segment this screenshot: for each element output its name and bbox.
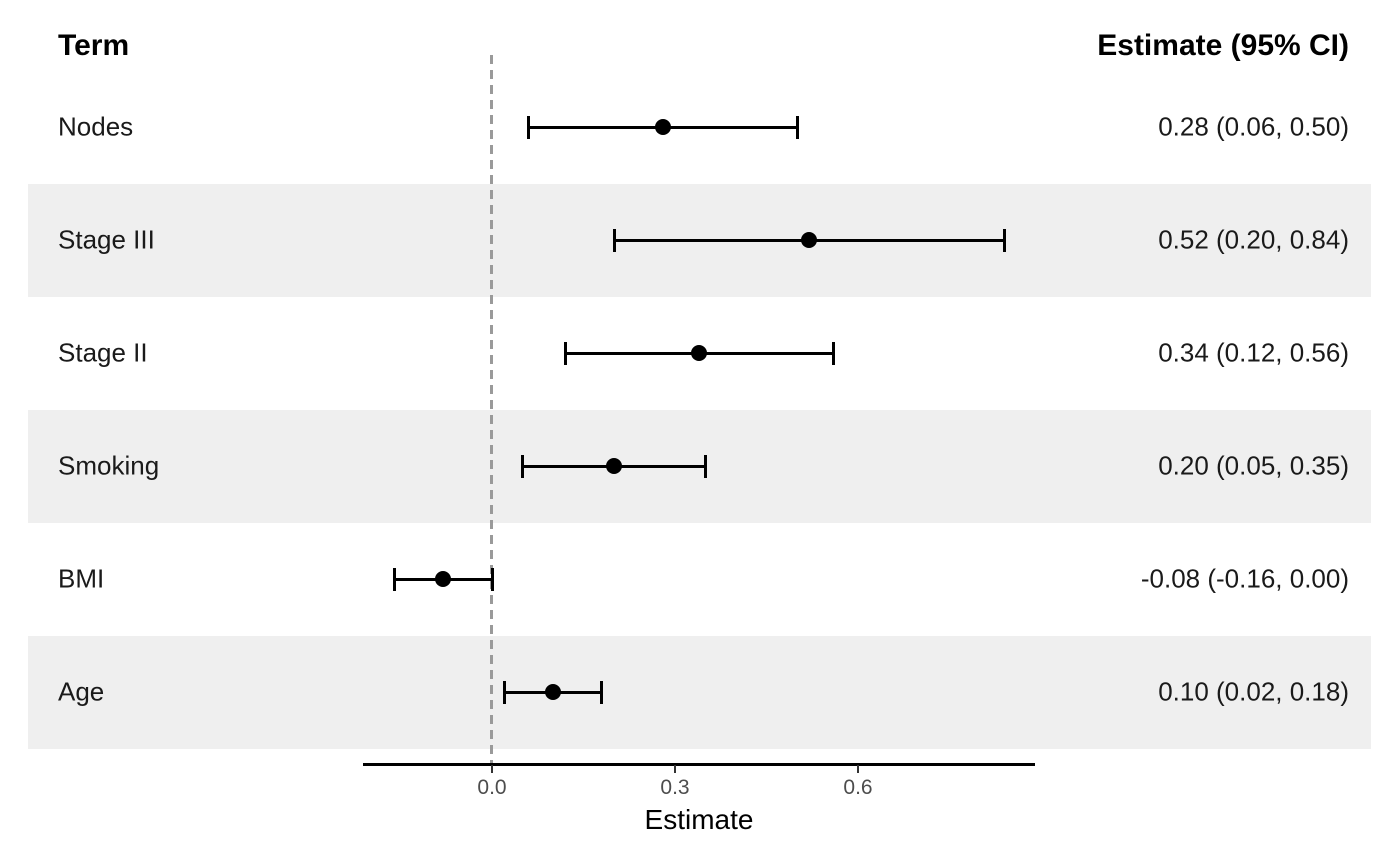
ci-cap-high [832,341,836,365]
ci-cap-low [612,228,616,252]
point-estimate-marker [545,684,561,700]
x-axis-tick [674,765,676,773]
estimate-ci-label: 0.10 (0.02, 0.18) [1158,676,1349,707]
term-label: BMI [58,563,105,594]
term-label: Smoking [58,450,160,481]
x-axis-tick-label: 0.3 [660,776,690,799]
estimate-ci-label: 0.20 (0.05, 0.35) [1158,450,1349,481]
term-column-header: Term [58,29,130,62]
x-axis-tick [857,765,859,773]
estimate-ci-label: 0.52 (0.20, 0.84) [1158,224,1349,255]
x-axis-tick-label: 0.0 [477,776,507,799]
x-axis-tick-label: 0.6 [843,776,873,799]
estimate-ci-label: 0.34 (0.12, 0.56) [1158,337,1349,368]
x-axis-tick [491,765,493,773]
ci-cap-high [704,454,707,478]
point-estimate-marker [801,232,818,248]
ci-cap-high [795,115,799,139]
estimate-column-header: Estimate (95% CI) [1097,29,1349,62]
term-label: Stage III [58,224,155,255]
ci-cap-low [502,680,506,704]
ci-cap-low [527,115,531,139]
term-label: Age [58,676,105,707]
ci-cap-high [1002,228,1006,252]
x-axis-line [363,763,1035,766]
term-label: Nodes [58,111,134,142]
point-estimate-marker [606,458,622,474]
ci-cap-high [490,567,494,591]
ci-cap-low [521,454,524,478]
estimate-ci-label: -0.08 (-0.16, 0.00) [1140,563,1349,594]
row-stripe [28,635,1371,749]
ci-cap-low [563,341,567,365]
x-axis-title: Estimate [644,804,754,835]
zero-reference-line [489,55,493,765]
term-label: Stage II [58,337,148,368]
point-estimate-marker [654,119,671,135]
estimate-ci-label: 0.28 (0.06, 0.50) [1158,111,1349,142]
ci-cap-high [600,680,604,704]
ci-cap-low [392,567,396,591]
point-estimate-marker [691,345,708,361]
point-estimate-marker [435,571,452,587]
